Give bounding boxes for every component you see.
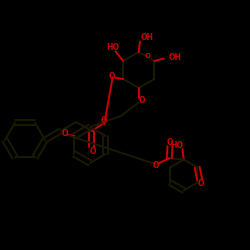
Text: HO: HO (106, 43, 119, 52)
Text: O: O (145, 54, 151, 60)
Text: HO: HO (170, 140, 183, 149)
Text: O: O (61, 129, 68, 138)
Text: O: O (167, 138, 173, 147)
Text: O: O (138, 96, 145, 105)
Text: O: O (197, 178, 204, 188)
Text: O: O (152, 161, 159, 170)
Text: OH: OH (169, 54, 182, 62)
Text: O: O (101, 116, 107, 125)
Text: O: O (109, 72, 116, 81)
Text: OH: OH (140, 32, 153, 42)
Text: O: O (90, 146, 96, 156)
